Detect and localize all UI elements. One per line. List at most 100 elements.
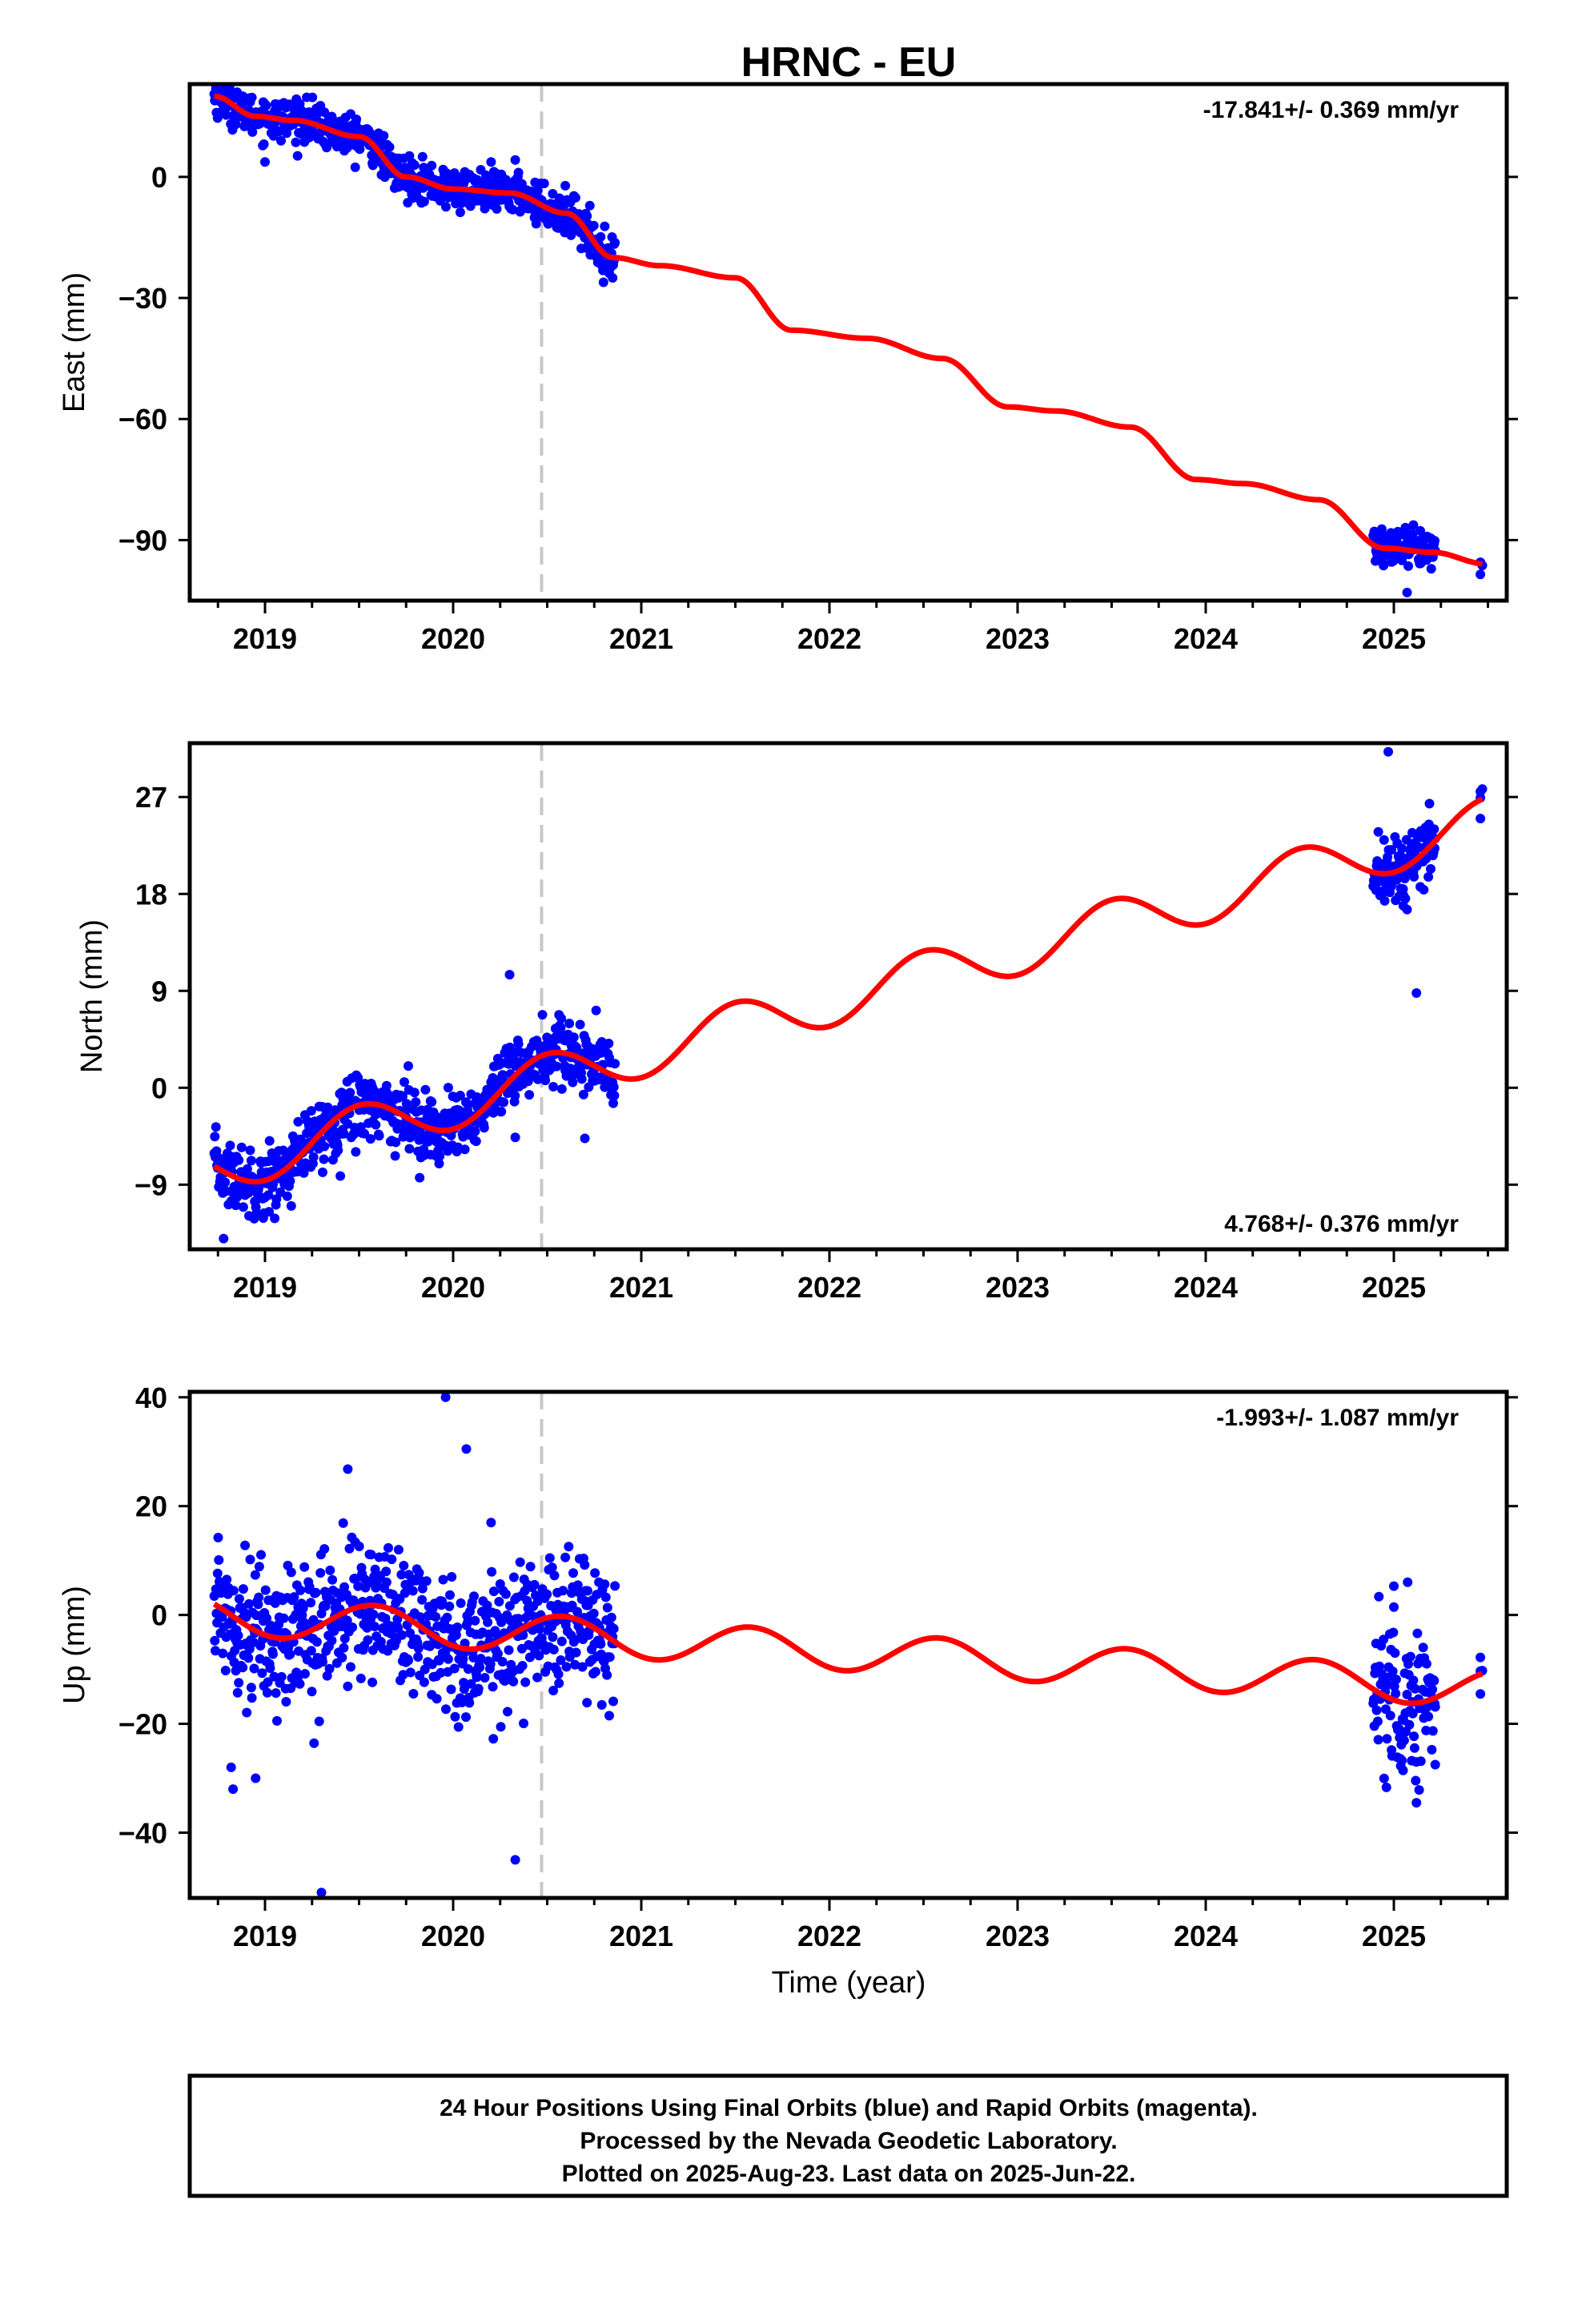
data-point	[473, 1683, 484, 1694]
data-point	[568, 1032, 579, 1043]
data-point	[1415, 525, 1425, 536]
data-point	[210, 1132, 220, 1142]
data-point	[1476, 1652, 1486, 1663]
data-point	[520, 1677, 531, 1687]
y-tick-label: 0	[151, 1072, 167, 1104]
data-point	[1412, 1628, 1423, 1638]
data-point	[308, 1152, 319, 1162]
fit-curve	[212, 93, 1484, 567]
data-point	[220, 1177, 231, 1188]
data-point	[292, 151, 303, 161]
data-point	[525, 1562, 536, 1572]
data-point	[339, 1128, 349, 1139]
data-point	[276, 135, 286, 146]
data-point	[471, 1136, 481, 1147]
x-tick-label: 2021	[609, 1271, 673, 1304]
data-point	[469, 1591, 479, 1602]
data-point	[548, 1632, 558, 1642]
data-point	[231, 119, 241, 130]
data-point	[238, 1202, 248, 1212]
data-point	[486, 157, 496, 167]
data-point	[445, 1590, 455, 1600]
data-points	[209, 746, 1488, 1244]
data-point	[1374, 1591, 1384, 1602]
data-point	[1390, 1648, 1400, 1659]
data-point	[254, 1592, 264, 1602]
data-point	[1379, 1773, 1389, 1783]
data-point	[387, 1554, 397, 1565]
data-point	[463, 1664, 473, 1675]
data-point	[577, 1662, 588, 1672]
data-point	[408, 1689, 419, 1699]
data-point	[1403, 1659, 1413, 1669]
data-point	[212, 1568, 223, 1578]
data-point	[504, 1601, 515, 1611]
data-point	[264, 1207, 274, 1217]
data-point	[494, 1597, 504, 1606]
data-point	[1401, 523, 1411, 533]
data-point	[316, 1888, 327, 1898]
data-point	[1430, 1702, 1440, 1712]
data-point	[411, 1097, 421, 1108]
x-tick-label: 2025	[1362, 1271, 1426, 1304]
data-point	[262, 1613, 272, 1623]
data-point	[1382, 1734, 1392, 1744]
data-point	[552, 214, 562, 224]
data-point	[401, 1099, 412, 1109]
data-point	[608, 1696, 618, 1707]
data-point	[397, 1630, 408, 1640]
data-point	[1408, 520, 1419, 530]
data-point	[393, 1545, 404, 1555]
data-point	[271, 1688, 281, 1699]
data-point	[596, 1699, 607, 1710]
data-point	[245, 1554, 255, 1565]
data-point	[214, 1555, 224, 1565]
data-point	[250, 1570, 260, 1580]
data-point	[1402, 587, 1412, 597]
data-point	[220, 1666, 231, 1675]
data-point	[600, 1592, 611, 1602]
data-point	[1403, 1577, 1413, 1587]
data-point	[351, 115, 362, 124]
data-point	[537, 1010, 548, 1020]
data-point	[610, 1581, 620, 1591]
data-point	[417, 1594, 428, 1605]
data-point	[338, 1518, 348, 1528]
data-point	[362, 1622, 372, 1633]
data-point	[1430, 536, 1439, 546]
data-point	[608, 1082, 619, 1092]
data-point	[350, 162, 360, 172]
footer-line-1: 24 Hour Positions Using Final Orbits (bl…	[440, 2095, 1258, 2121]
data-point	[556, 1023, 566, 1033]
data-point	[404, 1061, 413, 1072]
data-point	[233, 1630, 243, 1641]
data-point	[212, 113, 223, 123]
data-point	[496, 1617, 507, 1627]
data-point	[298, 1616, 308, 1626]
data-point	[234, 1678, 244, 1688]
data-point	[1423, 872, 1434, 882]
data-point	[1418, 1642, 1428, 1653]
data-point	[404, 1144, 415, 1154]
data-point	[496, 1107, 507, 1117]
data-point	[556, 1084, 567, 1094]
data-point	[1427, 1684, 1438, 1695]
data-point	[1429, 1675, 1439, 1686]
y-tick-label: −90	[118, 524, 167, 557]
data-point	[1476, 1689, 1486, 1699]
data-point	[547, 1562, 557, 1573]
data-point	[319, 1544, 330, 1554]
y-tick-label: 18	[135, 878, 167, 911]
data-point	[249, 1663, 259, 1674]
data-point	[327, 1635, 337, 1646]
data-point	[319, 1154, 329, 1164]
data-point	[1388, 1627, 1399, 1638]
data-point	[1405, 1651, 1415, 1662]
x-tick-label: 2020	[421, 1920, 485, 1952]
data-point	[510, 1132, 520, 1143]
data-point	[568, 1568, 578, 1578]
data-point	[1387, 845, 1397, 855]
data-point	[437, 1596, 448, 1606]
data-point	[513, 167, 524, 178]
data-point	[257, 1668, 267, 1679]
